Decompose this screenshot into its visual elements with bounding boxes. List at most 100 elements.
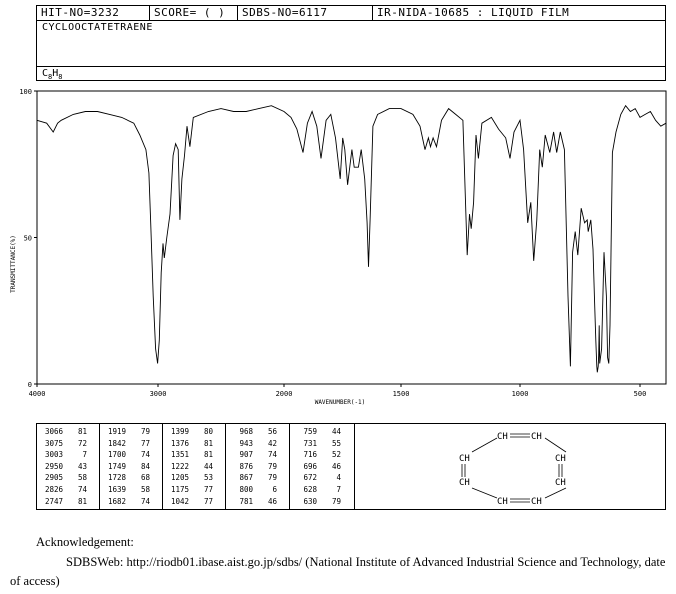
- structure-atom-label: CH: [459, 478, 470, 488]
- peak-wavenumber: 1042: [170, 496, 189, 506]
- peak-row: 2950 43: [37, 461, 99, 473]
- peak-row: 1399 80: [163, 426, 225, 438]
- x-axis-label: WAVENUMBER(-1): [315, 399, 366, 406]
- peak-wavenumber: 876: [239, 461, 253, 471]
- peak-wavenumber: 1749: [107, 461, 126, 471]
- peak-row: 696 46: [291, 461, 354, 473]
- peak-row: 1749 84: [100, 461, 162, 473]
- peak-row: 2747 81: [37, 496, 99, 508]
- peak-row: 1728 68: [100, 472, 162, 484]
- peak-wavenumber: 1682: [107, 496, 126, 506]
- peak-transmittance: 46: [331, 461, 341, 471]
- peak-wavenumber: 731: [303, 438, 317, 448]
- ir-sample-info: IR-NIDA-10685 : LIQUID FILM: [377, 6, 570, 19]
- peak-transmittance: 42: [267, 438, 277, 448]
- x-tick-label: 4000: [29, 390, 46, 398]
- peak-transmittance: 58: [140, 484, 150, 494]
- peak-row: 3066 81: [37, 426, 99, 438]
- peak-row: 1682 74: [100, 496, 162, 508]
- peak-wavenumber: 630: [303, 496, 317, 506]
- peak-row: 1175 77: [163, 484, 225, 496]
- peak-row: 1639 58: [100, 484, 162, 496]
- peak-wavenumber: 759: [303, 427, 317, 436]
- peak-wavenumber: 1222: [170, 461, 189, 471]
- x-tick-label: 500: [634, 390, 647, 398]
- formula-h-count: 8: [58, 73, 63, 81]
- peak-transmittance: 74: [140, 496, 150, 506]
- peak-transmittance: 53: [203, 473, 213, 483]
- peak-transmittance: 74: [267, 450, 277, 460]
- peak-column: 968 56 943 42 907 74 876 79 867 79 800 6 781 46: [227, 424, 290, 509]
- peak-row: 716 52: [291, 449, 354, 461]
- peak-transmittance: 6: [272, 484, 277, 494]
- peak-wavenumber: 672: [303, 473, 317, 483]
- peak-wavenumber: 3075: [44, 438, 63, 448]
- peak-wavenumber: 943: [239, 438, 253, 448]
- structure-atom-label: CH: [531, 497, 542, 507]
- peak-row: 2905 58: [37, 472, 99, 484]
- peak-row: 1222 44: [163, 461, 225, 473]
- y-tick-label: 0: [28, 381, 32, 389]
- ir-spectrum-chart: 0 50 100 4000 3000 2000 1500 1000 500 TRANSMITT…: [10, 88, 667, 406]
- hit-number: HIT-NO=3232: [37, 6, 150, 20]
- peak-row: 630 79: [291, 496, 354, 508]
- molecular-formula: C8H8: [42, 68, 63, 81]
- formula-c-count: 8: [48, 73, 53, 81]
- peak-wavenumber: 1700: [107, 450, 126, 460]
- x-tick-label: 1000: [512, 390, 529, 398]
- plot-frame: [36, 90, 667, 385]
- peak-row: 672 4: [291, 472, 354, 484]
- peak-transmittance: 58: [77, 473, 87, 483]
- structure-bond: [544, 437, 567, 453]
- header-divider: [37, 20, 665, 21]
- sdbs-number: SDBS-NO=6117: [238, 6, 373, 20]
- x-tick-label: 1500: [393, 390, 410, 398]
- peak-transmittance: 79: [267, 473, 277, 483]
- structure-bond: [544, 487, 567, 499]
- peak-wavenumber: 696: [303, 461, 317, 471]
- x-tick-label: 3000: [150, 390, 167, 398]
- peak-transmittance: 4: [336, 473, 341, 483]
- formula-h: H: [52, 68, 59, 79]
- peak-row: 628 7: [291, 484, 354, 496]
- peak-transmittance: 81: [77, 496, 87, 506]
- peak-transmittance: 74: [140, 450, 150, 460]
- peak-wavenumber: 907: [239, 450, 253, 460]
- peak-wavenumber: 628: [303, 484, 317, 494]
- peak-wavenumber: 716: [303, 450, 317, 460]
- peak-transmittance: 77: [140, 438, 150, 448]
- peak-row: 1205 53: [163, 472, 225, 484]
- structure-atom-label: CH: [497, 497, 508, 507]
- peak-transmittance: 79: [140, 427, 150, 436]
- peak-column: 759 44 731 55 716 52 696 46 672 4 628 7 630 79: [291, 424, 355, 509]
- structure-atom-label: CH: [531, 432, 542, 442]
- peak-row: 3003 7: [37, 449, 99, 461]
- acknowledgement-heading: Acknowledgement:: [36, 535, 134, 549]
- peak-row: 968 56: [227, 426, 289, 438]
- peak-wavenumber: 2905: [44, 473, 63, 483]
- peak-row: 867 79: [227, 472, 289, 484]
- peak-wavenumber: 1919: [107, 427, 126, 436]
- peak-row: 876 79: [227, 461, 289, 473]
- peak-transmittance: 72: [77, 438, 87, 448]
- peak-wavenumber: 1842: [107, 438, 126, 448]
- compound-name: CYCLOOCTATETRAENE: [42, 22, 153, 33]
- sdbs-credit: SDBSWeb: http://riodb01.ibase.aist.go.jp…: [10, 555, 666, 588]
- x-tick-label: 2000: [276, 390, 293, 398]
- peak-wavenumber: 867: [239, 473, 253, 483]
- peak-row: 1700 74: [100, 449, 162, 461]
- peak-wavenumber: 3066: [44, 427, 63, 436]
- peak-wavenumber: 2826: [44, 484, 63, 494]
- peak-wavenumber: 781: [239, 496, 253, 506]
- peak-transmittance: 79: [267, 461, 277, 471]
- spectrum-line: [36, 104, 667, 373]
- spectrum-header: HIT-NO=3232 SCORE= ( ) SDBS-NO=6117 IR-N…: [36, 5, 666, 81]
- peak-row: 1919 79: [100, 426, 162, 438]
- peak-wavenumber: 3003: [44, 450, 63, 460]
- peak-transmittance: 52: [331, 450, 341, 460]
- peak-transmittance: 84: [140, 461, 150, 471]
- structure-bond: [471, 487, 498, 499]
- peak-transmittance: 7: [82, 450, 87, 460]
- peak-transmittance: 44: [203, 461, 213, 471]
- peak-wavenumber: 1175: [170, 484, 189, 494]
